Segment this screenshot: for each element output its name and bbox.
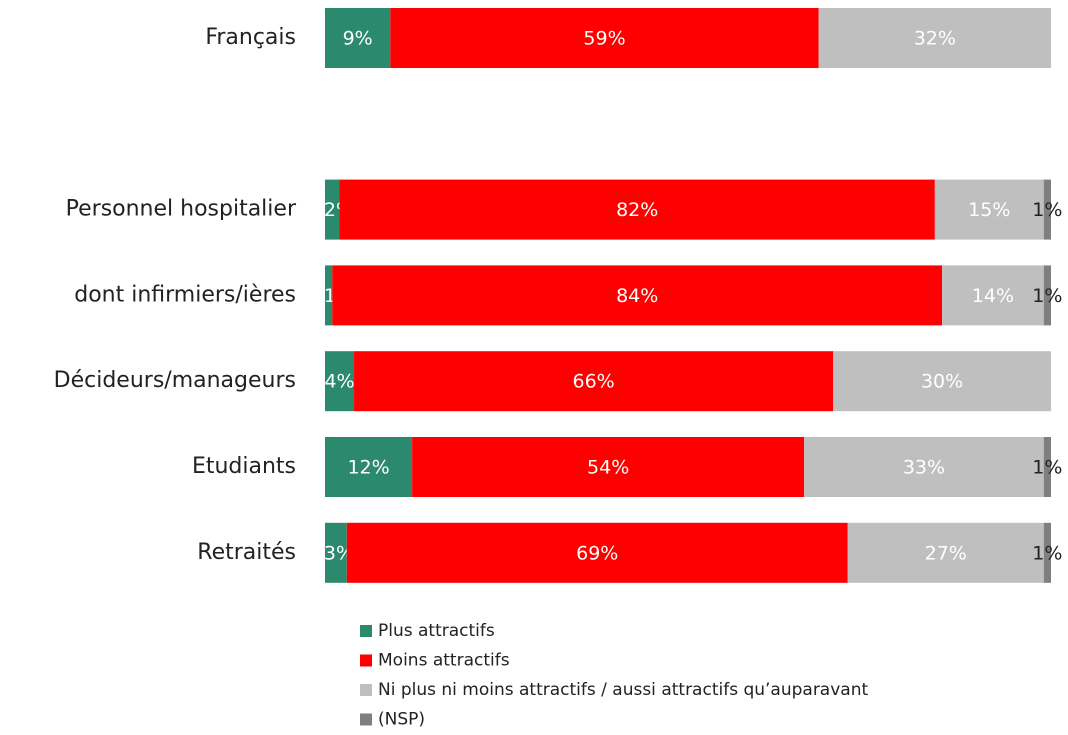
value-label: 32%	[914, 28, 956, 50]
category-label: Décideurs/manageurs	[54, 368, 296, 393]
value-label: 1%	[1032, 285, 1062, 307]
bar-segment	[833, 351, 1051, 412]
value-label: 59%	[583, 28, 625, 50]
bar-segment	[1043, 265, 1051, 326]
bar-segment	[934, 179, 1044, 240]
bar-segment	[325, 8, 391, 68]
legend-swatch	[360, 625, 372, 637]
value-label: 3%	[324, 542, 354, 564]
bar-segment	[325, 179, 340, 240]
bar-segment	[325, 265, 333, 326]
legend-label: Ni plus ni moins attractifs / aussi attr…	[378, 680, 868, 700]
category-label: dont infirmiers/ières	[74, 282, 296, 307]
value-label: 9%	[343, 28, 373, 50]
category-label: Retraités	[197, 540, 296, 565]
value-label: 33%	[903, 457, 945, 479]
bar-segment	[346, 522, 848, 583]
bar-segment	[325, 437, 413, 497]
legend-label: Plus attractifs	[378, 621, 495, 641]
legend-swatch	[360, 654, 372, 667]
bar-segment	[412, 437, 805, 497]
value-label: 30%	[921, 371, 963, 393]
legend-label: (NSP)	[378, 710, 425, 730]
value-label: 1%	[1032, 457, 1062, 479]
category-label: Français	[205, 25, 296, 50]
bar-segment	[804, 437, 1044, 497]
bar-segment	[847, 522, 1044, 583]
category-label: Etudiants	[192, 454, 296, 479]
bar-segment	[390, 8, 819, 68]
value-label: 27%	[925, 542, 967, 564]
value-label: 4%	[324, 371, 354, 393]
value-label: 14%	[972, 285, 1014, 307]
bar-segment	[1043, 179, 1051, 240]
value-label: 66%	[573, 371, 615, 393]
bar-segment	[942, 265, 1044, 326]
value-label: 12%	[347, 457, 389, 479]
value-label: 1%	[1032, 199, 1062, 221]
bar-segment	[325, 351, 355, 412]
value-label: 54%	[587, 457, 629, 479]
bar-segment	[332, 265, 943, 326]
value-label: 84%	[616, 285, 658, 307]
bar-segment	[818, 8, 1051, 68]
legend-swatch	[360, 684, 372, 696]
value-label: 1%	[1032, 542, 1062, 564]
bar-segment	[325, 522, 347, 583]
bar-segment	[339, 179, 935, 240]
category-label: Personnel hospitalier	[66, 197, 297, 222]
legend-label: Moins attractifs	[378, 651, 510, 671]
legend-swatch	[360, 713, 372, 726]
value-label: 69%	[576, 542, 618, 564]
value-label: 15%	[968, 199, 1010, 221]
bar-segment	[1043, 522, 1051, 583]
value-label: 82%	[616, 199, 658, 221]
bar-segment	[1043, 437, 1051, 497]
bar-segment	[354, 351, 834, 412]
